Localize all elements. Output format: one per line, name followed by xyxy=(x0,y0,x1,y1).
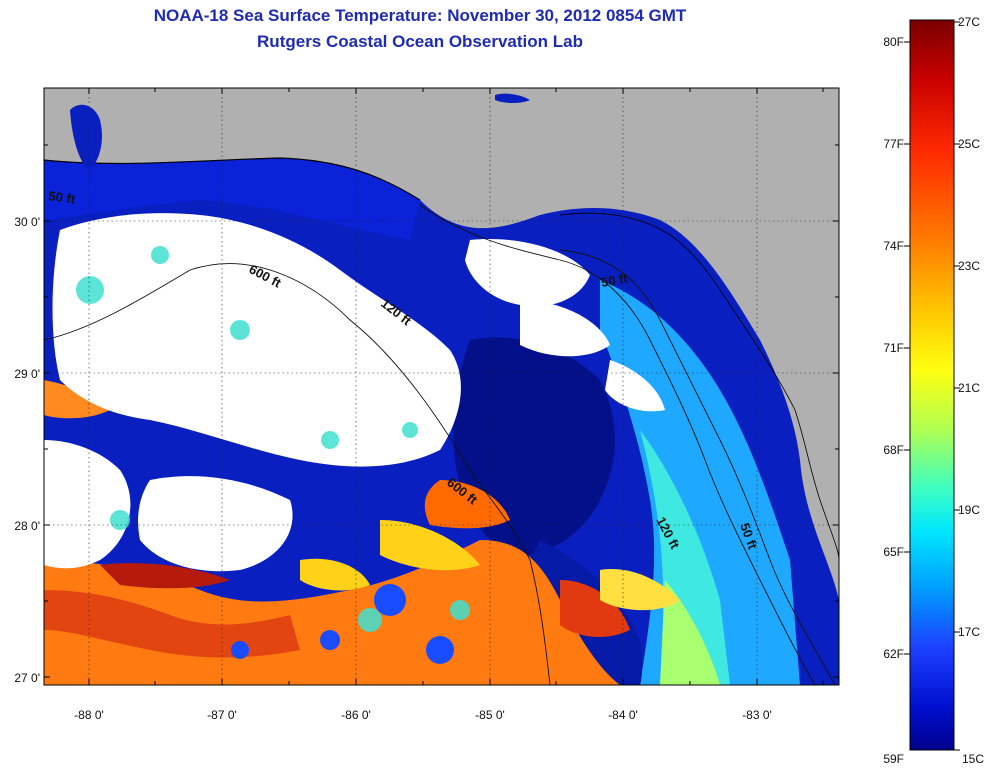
cb-f-77: 77F xyxy=(883,137,904,151)
plot-frame xyxy=(43,87,840,686)
cb-f-74: 74F xyxy=(883,239,904,253)
cb-f-59: 59F xyxy=(883,752,904,766)
cb-f-80: 80F xyxy=(883,35,904,49)
cb-f-65: 65F xyxy=(883,545,904,559)
colorbar-ticks xyxy=(904,21,960,751)
contour-label-50ft-bigbend: 50 ft xyxy=(600,270,630,290)
depth-contours xyxy=(44,204,836,685)
map-subtitle: Rutgers Coastal Ocean Observation Lab xyxy=(257,32,583,51)
lat-label-27: 27 0' xyxy=(14,671,40,685)
latitude-labels: 27 0' 28 0' 29 0' 30 0' xyxy=(14,215,40,685)
cb-f-62: 62F xyxy=(883,647,904,661)
axis-ticks xyxy=(44,88,839,685)
plot-area: 50 ft 600 ft 120 ft 50 ft 600 ft 120 ft … xyxy=(44,88,839,685)
lon-label-83: -83 0' xyxy=(742,708,772,722)
bigbend-coastline xyxy=(559,212,839,561)
cb-c-15: 15C xyxy=(962,752,984,766)
bigbend-shelf xyxy=(600,280,800,685)
cb-c-27: 27C xyxy=(958,15,980,29)
cb-c-21: 21C xyxy=(958,381,980,395)
cb-f-71: 71F xyxy=(883,341,904,355)
cb-c-25: 25C xyxy=(958,137,980,151)
map-title: NOAA-18 Sea Surface Temperature: Novembe… xyxy=(153,6,687,25)
colorbar-celsius-labels: 27C 25C 23C 21C 19C 17C 15C xyxy=(958,15,984,766)
lon-label-87: -87 0' xyxy=(207,708,237,722)
colorbar xyxy=(909,19,955,751)
lat-label-29: 29 0' xyxy=(14,367,40,381)
lon-label-88: -88 0' xyxy=(74,708,104,722)
cb-f-68: 68F xyxy=(883,443,904,457)
colorbar-fahrenheit-labels: 80F 77F 74F 71F 68F 65F 62F 59F xyxy=(883,35,904,766)
lon-label-86: -86 0' xyxy=(341,708,371,722)
lat-label-28: 28 0' xyxy=(14,519,40,533)
cloud-cover xyxy=(44,213,665,572)
lon-label-85: -85 0' xyxy=(475,708,505,722)
lat-label-30: 30 0' xyxy=(14,215,40,229)
lon-label-84: -84 0' xyxy=(608,708,638,722)
coastline-north xyxy=(44,157,421,201)
graticule xyxy=(44,88,839,685)
cb-c-17: 17C xyxy=(958,625,980,639)
longitude-labels: -88 0' -87 0' -86 0' -85 0' -84 0' -83 0… xyxy=(74,708,772,722)
cb-c-23: 23C xyxy=(958,259,980,273)
contour-label-50ft-nw: 50 ft xyxy=(48,188,77,207)
cb-c-19: 19C xyxy=(958,503,980,517)
